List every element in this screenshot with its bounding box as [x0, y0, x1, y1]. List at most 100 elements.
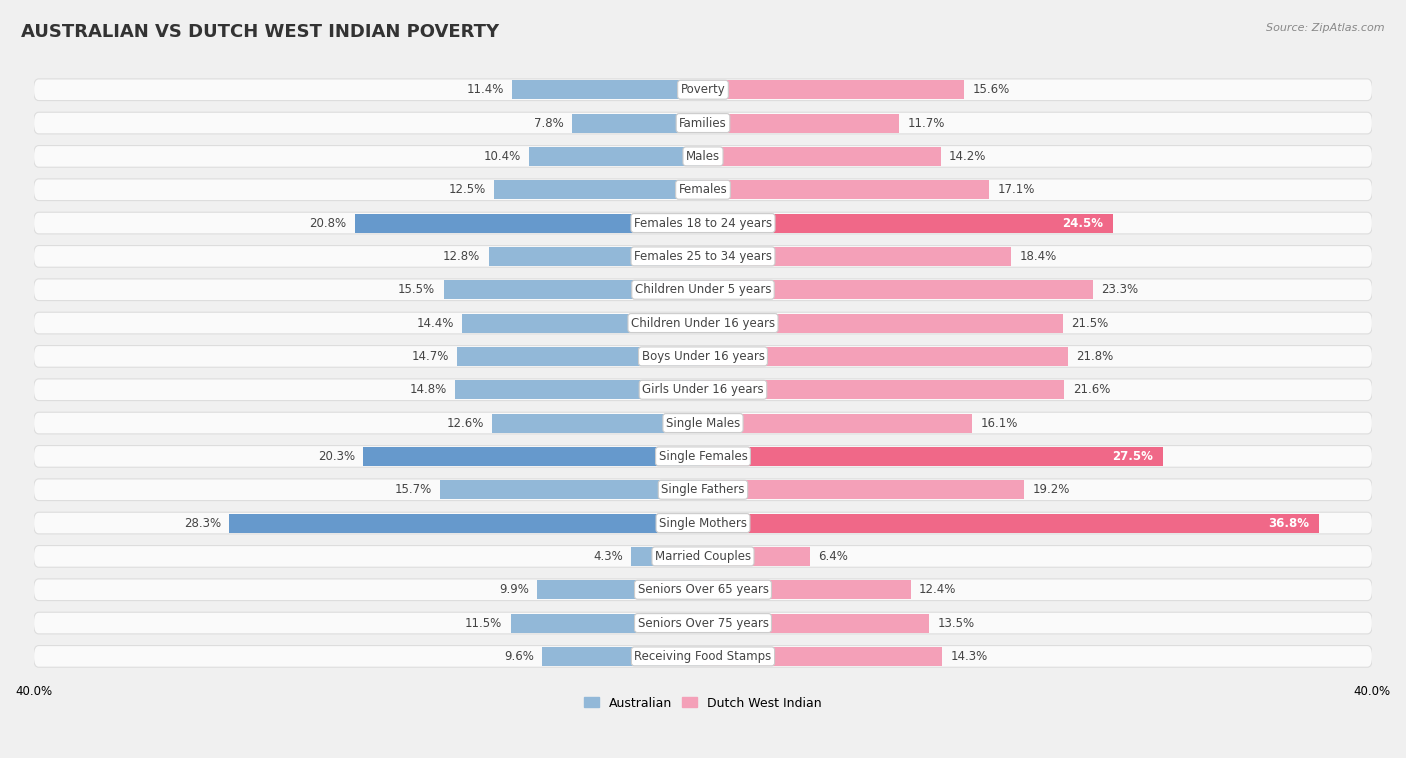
Bar: [703, 214, 1114, 233]
Text: 11.7%: 11.7%: [907, 117, 945, 130]
Bar: [703, 147, 941, 166]
Text: 19.2%: 19.2%: [1032, 484, 1070, 496]
Text: 14.2%: 14.2%: [949, 150, 987, 163]
Text: 36.8%: 36.8%: [1268, 516, 1309, 530]
Bar: [354, 214, 703, 233]
Text: 12.6%: 12.6%: [446, 417, 484, 430]
Text: Males: Males: [686, 150, 720, 163]
Text: 16.1%: 16.1%: [981, 417, 1018, 430]
Text: Single Fathers: Single Fathers: [661, 484, 745, 496]
FancyBboxPatch shape: [34, 612, 1372, 634]
Bar: [631, 547, 703, 566]
Bar: [456, 381, 703, 399]
Text: 15.6%: 15.6%: [973, 83, 1010, 96]
Bar: [572, 114, 703, 133]
Bar: [489, 247, 703, 266]
Text: 11.5%: 11.5%: [465, 616, 502, 630]
Bar: [703, 381, 1064, 399]
Legend: Australian, Dutch West Indian: Australian, Dutch West Indian: [579, 691, 827, 715]
Bar: [703, 247, 1011, 266]
Bar: [703, 347, 1067, 366]
Bar: [703, 114, 898, 133]
Text: Married Couples: Married Couples: [655, 550, 751, 563]
Text: 4.3%: 4.3%: [593, 550, 623, 563]
FancyBboxPatch shape: [34, 346, 1372, 367]
FancyBboxPatch shape: [34, 279, 1372, 301]
Bar: [537, 580, 703, 600]
FancyBboxPatch shape: [34, 579, 1372, 600]
Text: 14.3%: 14.3%: [950, 650, 988, 663]
Text: Poverty: Poverty: [681, 83, 725, 96]
Bar: [457, 347, 703, 366]
FancyBboxPatch shape: [34, 446, 1372, 467]
Bar: [703, 647, 942, 666]
Text: 17.1%: 17.1%: [997, 183, 1035, 196]
Text: 9.6%: 9.6%: [505, 650, 534, 663]
Text: 21.5%: 21.5%: [1071, 317, 1108, 330]
FancyBboxPatch shape: [34, 379, 1372, 400]
FancyBboxPatch shape: [34, 512, 1372, 534]
FancyBboxPatch shape: [34, 146, 1372, 168]
Text: 27.5%: 27.5%: [1112, 450, 1153, 463]
Text: Children Under 16 years: Children Under 16 years: [631, 317, 775, 330]
Text: Source: ZipAtlas.com: Source: ZipAtlas.com: [1267, 23, 1385, 33]
Text: Seniors Over 75 years: Seniors Over 75 years: [637, 616, 769, 630]
Bar: [703, 547, 810, 566]
Text: 14.4%: 14.4%: [416, 317, 454, 330]
Text: 13.5%: 13.5%: [938, 616, 974, 630]
Text: 18.4%: 18.4%: [1019, 250, 1056, 263]
Text: 6.4%: 6.4%: [818, 550, 848, 563]
Text: AUSTRALIAN VS DUTCH WEST INDIAN POVERTY: AUSTRALIAN VS DUTCH WEST INDIAN POVERTY: [21, 23, 499, 41]
Bar: [363, 447, 703, 466]
FancyBboxPatch shape: [34, 79, 1372, 101]
Bar: [543, 647, 703, 666]
Text: 20.8%: 20.8%: [309, 217, 346, 230]
Text: 21.6%: 21.6%: [1073, 384, 1111, 396]
Bar: [463, 314, 703, 333]
Text: Boys Under 16 years: Boys Under 16 years: [641, 350, 765, 363]
Bar: [494, 180, 703, 199]
Bar: [703, 414, 973, 433]
Text: Single Females: Single Females: [658, 450, 748, 463]
Text: 9.9%: 9.9%: [499, 583, 529, 597]
FancyBboxPatch shape: [34, 112, 1372, 134]
Text: 7.8%: 7.8%: [534, 117, 564, 130]
Bar: [443, 280, 703, 299]
Bar: [703, 580, 911, 600]
Bar: [703, 613, 929, 633]
Text: 23.3%: 23.3%: [1101, 283, 1139, 296]
Bar: [703, 481, 1025, 500]
Text: 28.3%: 28.3%: [184, 516, 221, 530]
Bar: [703, 513, 1319, 533]
Bar: [229, 513, 703, 533]
Bar: [492, 414, 703, 433]
Text: Single Mothers: Single Mothers: [659, 516, 747, 530]
FancyBboxPatch shape: [34, 646, 1372, 667]
Text: Seniors Over 65 years: Seniors Over 65 years: [637, 583, 769, 597]
Text: Families: Families: [679, 117, 727, 130]
Text: 14.8%: 14.8%: [409, 384, 447, 396]
Bar: [703, 280, 1092, 299]
FancyBboxPatch shape: [34, 479, 1372, 500]
Text: 12.8%: 12.8%: [443, 250, 481, 263]
Text: Females 25 to 34 years: Females 25 to 34 years: [634, 250, 772, 263]
Bar: [440, 481, 703, 500]
Bar: [703, 180, 990, 199]
Text: 14.7%: 14.7%: [411, 350, 449, 363]
Text: Children Under 5 years: Children Under 5 years: [634, 283, 772, 296]
Text: Females 18 to 24 years: Females 18 to 24 years: [634, 217, 772, 230]
Bar: [703, 314, 1063, 333]
Text: 15.7%: 15.7%: [395, 484, 432, 496]
Bar: [512, 80, 703, 99]
Text: Females: Females: [679, 183, 727, 196]
Text: 11.4%: 11.4%: [467, 83, 503, 96]
Bar: [703, 80, 965, 99]
Text: 12.4%: 12.4%: [920, 583, 956, 597]
FancyBboxPatch shape: [34, 412, 1372, 434]
Bar: [510, 613, 703, 633]
FancyBboxPatch shape: [34, 179, 1372, 201]
Text: Receiving Food Stamps: Receiving Food Stamps: [634, 650, 772, 663]
Text: 24.5%: 24.5%: [1062, 217, 1102, 230]
Bar: [703, 447, 1163, 466]
FancyBboxPatch shape: [34, 312, 1372, 334]
